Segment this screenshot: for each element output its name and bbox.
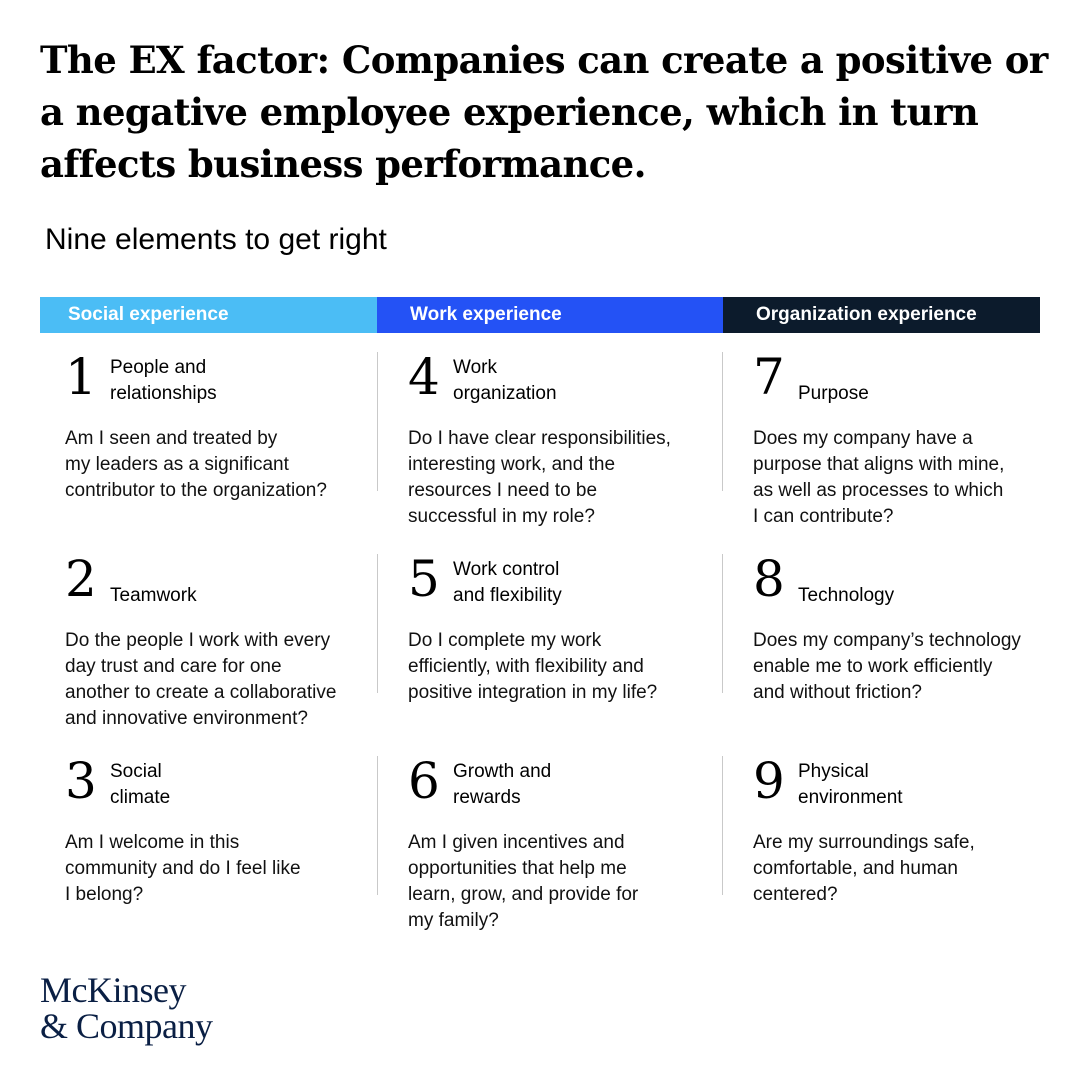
element-description: Am I given incentives and opportunities … <box>408 832 639 931</box>
element-title: Social climate <box>110 761 171 808</box>
element-number: 9 <box>753 752 785 810</box>
element-title: Growth and rewards <box>453 761 552 808</box>
header-work-experience: Work experience <box>377 297 723 333</box>
element-title: Purpose <box>798 383 869 404</box>
element-description: Am I seen and treated by my leaders as a… <box>65 428 327 501</box>
element-number: 1 <box>65 348 97 406</box>
element-description: Do the people I work with every day trus… <box>65 630 337 729</box>
page-title: The EX factor: Companies can create a po… <box>40 38 1048 186</box>
mckinsey-logo: McKinsey & Company <box>40 972 213 1044</box>
element-description: Do I complete my work efficiently, with … <box>408 630 658 703</box>
column-divider <box>377 756 378 895</box>
logo-line-1: McKinsey <box>40 970 186 1010</box>
element-title: Work organization <box>453 357 557 404</box>
element-title: People and relationships <box>110 357 217 404</box>
element-description: Does my company have a purpose that alig… <box>753 428 1005 527</box>
element-number: 8 <box>753 550 785 608</box>
element-title: Teamwork <box>110 585 197 606</box>
column-divider <box>377 352 378 491</box>
column-divider <box>722 554 723 693</box>
logo-line-2: & Company <box>40 1006 213 1046</box>
element-description: Are my surroundings safe, comfortable, a… <box>753 832 975 905</box>
element-title: Physical environment <box>798 761 903 808</box>
header-organization-experience: Organization experience <box>723 297 1040 333</box>
element-number: 6 <box>408 752 440 810</box>
element-number: 5 <box>408 550 440 608</box>
column-divider <box>722 352 723 491</box>
element-number: 4 <box>408 348 440 406</box>
page-subtitle: Nine elements to get right <box>45 223 387 256</box>
column-divider <box>377 554 378 693</box>
element-number: 3 <box>65 752 97 810</box>
element-description: Do I have clear responsibilities, intere… <box>408 428 671 527</box>
category-header-bar: Social experience Work experience Organi… <box>40 297 1040 333</box>
element-title: Technology <box>798 585 895 606</box>
element-description: Am I welcome in this community and do I … <box>65 832 301 905</box>
element-description: Does my company’s technology enable me t… <box>753 630 1021 703</box>
header-social-experience: Social experience <box>40 297 377 333</box>
element-number: 7 <box>753 348 785 406</box>
column-divider <box>722 756 723 895</box>
element-title: Work control and flexibility <box>453 559 562 606</box>
element-number: 2 <box>65 550 97 608</box>
